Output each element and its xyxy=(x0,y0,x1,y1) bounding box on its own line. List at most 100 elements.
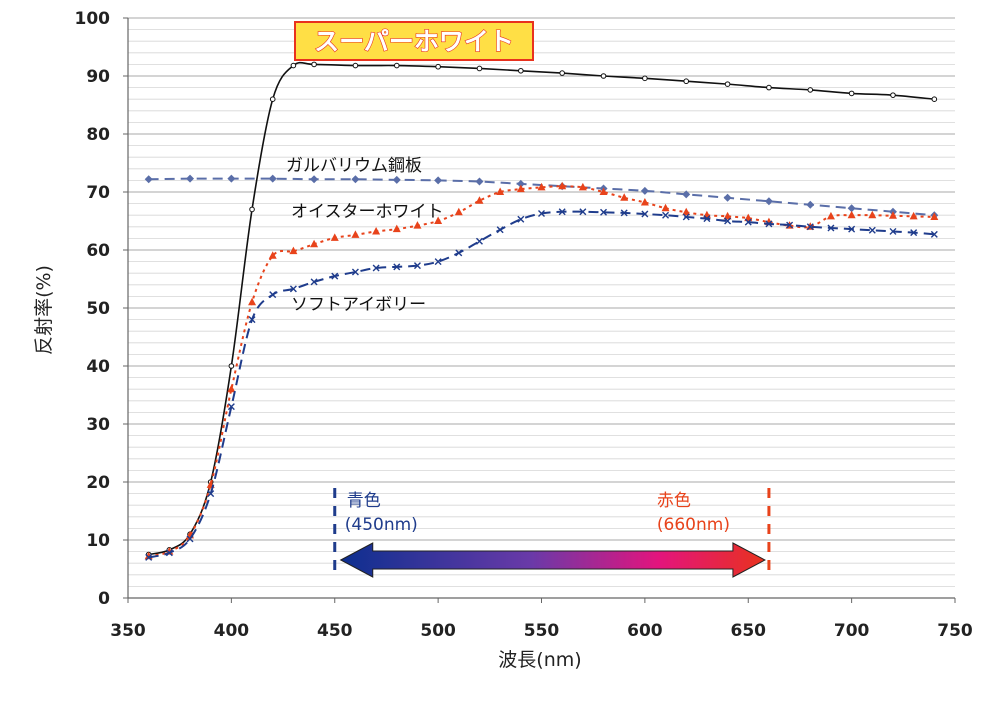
chart-title: スーパーホワイト xyxy=(314,27,514,56)
data-point xyxy=(848,225,856,233)
data-point xyxy=(724,81,731,87)
data-point xyxy=(642,75,648,82)
blue-nm-label: (450nm) xyxy=(345,515,418,535)
data-point xyxy=(455,249,463,257)
y-tick-label: 60 xyxy=(86,241,110,261)
series-layer xyxy=(144,61,939,561)
series-line xyxy=(148,185,935,558)
data-point xyxy=(807,87,814,93)
x-tick-label: 400 xyxy=(214,621,250,641)
series-line xyxy=(148,61,935,556)
y-tick-label: 90 xyxy=(86,67,110,87)
title-box: スーパーホワイト xyxy=(294,21,534,61)
series-0 xyxy=(145,61,938,558)
data-point xyxy=(766,84,772,91)
data-point xyxy=(434,216,443,224)
data-point xyxy=(434,258,442,266)
data-point xyxy=(640,197,649,206)
data-point xyxy=(786,221,794,229)
data-point xyxy=(393,263,401,271)
data-point xyxy=(765,220,773,228)
spectrum-arrow xyxy=(339,542,766,578)
data-point xyxy=(435,63,441,70)
data-point xyxy=(517,215,525,223)
data-point xyxy=(144,175,153,184)
data-point xyxy=(330,233,339,241)
data-point xyxy=(249,206,255,213)
y-axis-label: 反射率(%) xyxy=(33,265,55,355)
y-tick-label: 100 xyxy=(75,9,111,29)
x-tick-label: 350 xyxy=(110,621,146,641)
data-point xyxy=(496,226,504,234)
x-tick-label: 500 xyxy=(420,621,456,641)
data-point xyxy=(558,181,567,190)
data-point xyxy=(268,251,277,259)
x-tick-label: 650 xyxy=(731,621,767,641)
soft-ivory-label: ソフトアイボリー xyxy=(291,295,426,315)
data-point xyxy=(683,78,690,85)
data-point xyxy=(826,211,835,220)
data-point xyxy=(930,230,938,238)
data-point xyxy=(268,174,277,183)
data-point xyxy=(620,209,628,217)
x-axis-label: 波長(nm) xyxy=(498,649,581,671)
data-point xyxy=(289,285,297,293)
data-point xyxy=(392,224,401,233)
data-point xyxy=(248,297,257,306)
data-point xyxy=(393,62,400,69)
data-point xyxy=(890,92,896,98)
data-point xyxy=(806,223,814,231)
x-tick-label: 700 xyxy=(834,621,870,641)
red-nm-label: (660nm) xyxy=(657,515,730,535)
data-point xyxy=(227,384,236,393)
data-point xyxy=(165,549,173,557)
x-tick-labels: 350 400 450 500 550 600 650 700 750 xyxy=(110,598,973,641)
data-point xyxy=(682,213,690,221)
wavelength-markers: 青色 (450nm) 赤色 (660nm) xyxy=(333,488,771,578)
y-tick-label: 30 xyxy=(86,415,110,435)
data-point xyxy=(620,193,629,201)
data-point xyxy=(868,226,876,234)
data-point xyxy=(207,490,215,498)
data-point xyxy=(559,70,565,76)
data-point xyxy=(888,211,897,219)
data-point xyxy=(661,203,670,212)
data-point xyxy=(351,175,360,184)
data-point xyxy=(331,272,339,280)
data-point xyxy=(599,187,608,195)
data-point xyxy=(434,176,443,185)
data-point xyxy=(931,96,938,102)
data-point xyxy=(516,184,525,193)
data-point xyxy=(186,535,194,543)
y-tick-labels: 0 10 20 30 40 50 60 70 80 90 100 xyxy=(75,9,128,609)
data-point xyxy=(848,90,855,97)
data-point xyxy=(909,211,918,220)
data-point xyxy=(372,264,380,272)
data-point xyxy=(248,316,256,324)
red-label: 赤色 xyxy=(657,491,691,511)
data-point xyxy=(641,210,649,218)
data-point xyxy=(351,230,360,238)
data-point xyxy=(372,226,381,235)
y-tick-label: 20 xyxy=(86,473,110,493)
data-point xyxy=(352,62,359,69)
data-point xyxy=(310,278,318,286)
data-point xyxy=(227,174,236,183)
y-tick-label: 50 xyxy=(86,299,110,319)
data-point xyxy=(496,187,505,195)
data-point xyxy=(930,212,939,220)
x-tick-label: 600 xyxy=(627,621,663,641)
y-tick-label: 0 xyxy=(98,589,110,609)
gridlines xyxy=(128,17,955,587)
data-point xyxy=(662,211,670,219)
data-point xyxy=(806,200,815,209)
y-tick-label: 40 xyxy=(86,357,110,377)
data-point xyxy=(413,262,421,270)
data-point xyxy=(518,67,524,74)
data-point xyxy=(723,193,732,202)
data-point xyxy=(682,190,691,199)
series-3 xyxy=(145,208,938,561)
data-point xyxy=(145,553,153,561)
data-point xyxy=(413,221,422,229)
data-point xyxy=(269,96,276,102)
